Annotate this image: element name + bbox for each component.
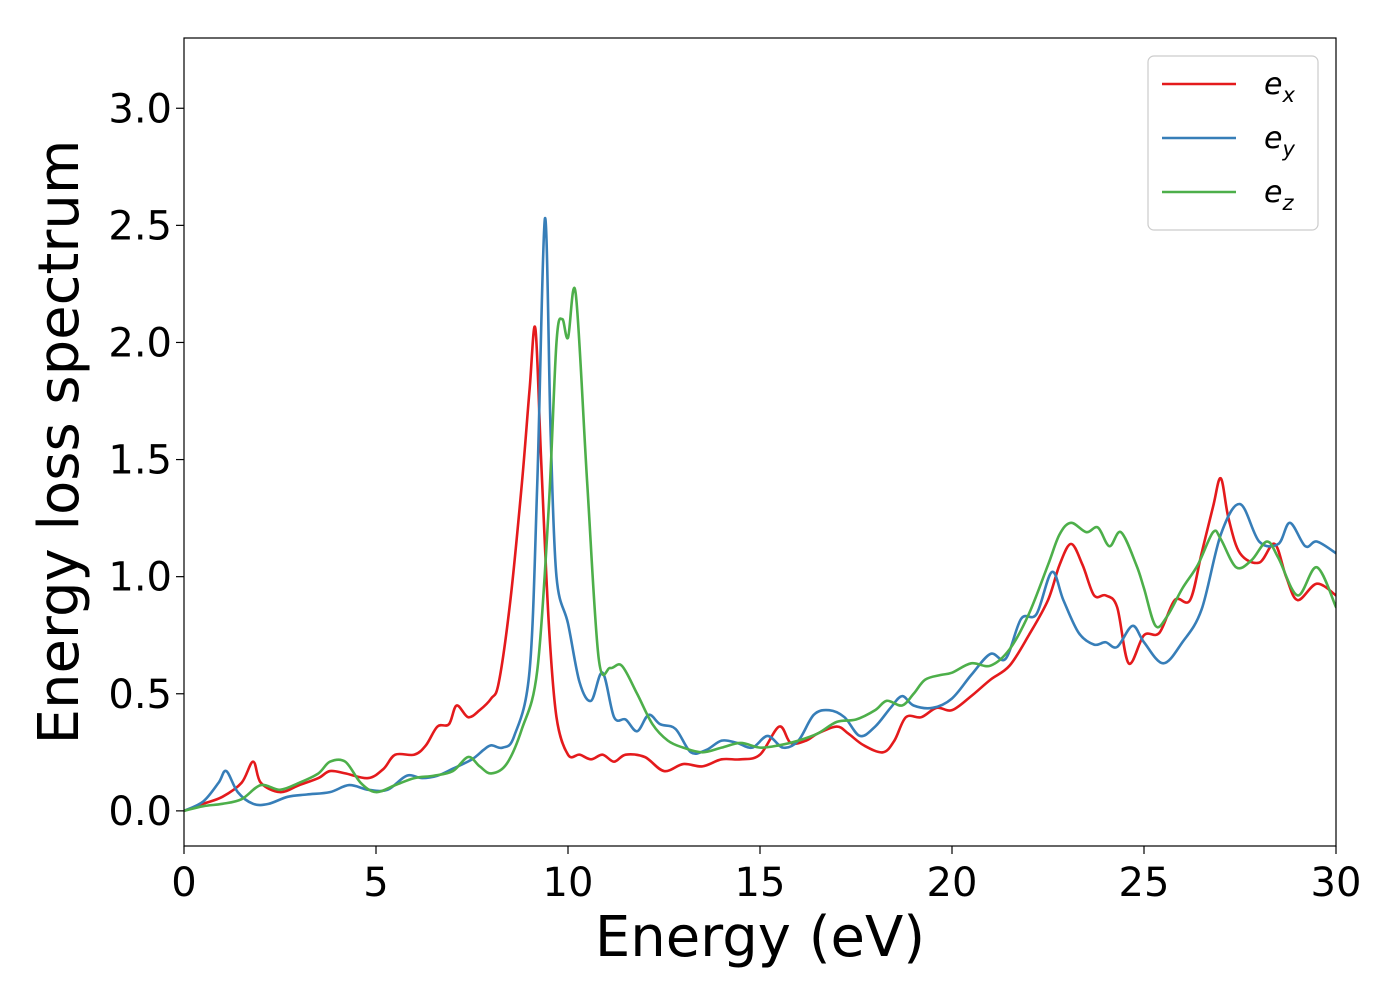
x-tick-label: 20 xyxy=(927,860,978,906)
y-tick-label: 3.0 xyxy=(108,86,172,132)
y-tick-label: 2.5 xyxy=(108,203,172,249)
legend-label-e-y: ey xyxy=(1264,121,1295,161)
series-line-e-z xyxy=(184,286,1336,813)
series-line-e-y xyxy=(184,217,1336,813)
x-tick-label: 30 xyxy=(1311,860,1362,906)
x-axis-title: Energy (eV) xyxy=(595,905,925,970)
y-tick-label: 0.0 xyxy=(108,789,172,835)
x-tick-label: 0 xyxy=(171,860,196,906)
legend-box xyxy=(1147,55,1319,231)
y-tick-label: 0.5 xyxy=(108,672,172,718)
y-axis-ticks: 0.0 0.5 1.0 1.5 2.0 2.5 3.0 xyxy=(108,86,184,835)
y-tick-label: 2.0 xyxy=(108,320,172,366)
y-tick-label: 1.5 xyxy=(108,438,172,484)
x-tick-label: 15 xyxy=(735,860,786,906)
series-line-e-x xyxy=(184,325,1336,813)
series-layer xyxy=(184,217,1336,813)
x-axis-ticks: 0 5 10 15 20 25 30 xyxy=(171,846,1361,906)
y-tick-label: 1.0 xyxy=(108,555,172,601)
legend: ex ey ez xyxy=(1147,55,1319,231)
x-tick-label: 10 xyxy=(543,860,594,906)
x-tick-label: 25 xyxy=(1119,860,1170,906)
legend-label-e-z: ez xyxy=(1264,175,1294,215)
y-axis-title: Energy loss spectrum xyxy=(27,140,92,745)
legend-label-e-x: ex xyxy=(1264,67,1295,107)
x-tick-label: 5 xyxy=(363,860,388,906)
